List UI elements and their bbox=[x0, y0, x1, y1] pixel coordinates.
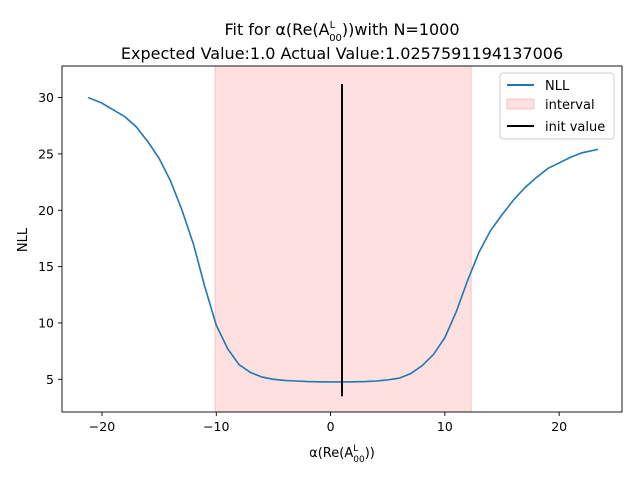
x-axis: −20 −10 0 10 20 bbox=[89, 412, 567, 434]
x-tick-label: −20 bbox=[89, 419, 115, 434]
x-tick-label: 10 bbox=[437, 419, 453, 434]
legend-interval-label: interval bbox=[545, 98, 595, 113]
x-axis-label: α(Re(AL 00)) bbox=[309, 444, 375, 465]
y-tick-label: 15 bbox=[38, 259, 54, 274]
chart-title-line1: Fit for α(Re(AL 00))with N=1000 bbox=[224, 20, 459, 44]
chart-title-line2: Expected Value:1.0 Actual Value:1.025759… bbox=[121, 44, 563, 63]
y-tick-label: 20 bbox=[38, 203, 54, 218]
legend-nll-label: NLL bbox=[545, 79, 570, 94]
y-axis: 5 10 15 20 25 30 bbox=[38, 90, 62, 387]
x-tick-label: 20 bbox=[551, 419, 567, 434]
interval-band bbox=[214, 65, 472, 413]
y-tick-label: 10 bbox=[38, 315, 54, 330]
y-tick-label: 30 bbox=[38, 90, 54, 105]
y-tick-label: 25 bbox=[38, 146, 54, 161]
plot-frame bbox=[61, 65, 623, 413]
y-axis-label: NLL bbox=[16, 227, 31, 252]
legend-box bbox=[499, 72, 615, 140]
y-tick-label: 5 bbox=[46, 372, 54, 387]
legend: NLL interval init value bbox=[499, 72, 615, 140]
legend-init-label: init value bbox=[545, 120, 605, 135]
x-tick-label: 0 bbox=[327, 419, 335, 434]
x-tick-label: −10 bbox=[203, 419, 229, 434]
legend-interval-swatch bbox=[506, 98, 535, 110]
